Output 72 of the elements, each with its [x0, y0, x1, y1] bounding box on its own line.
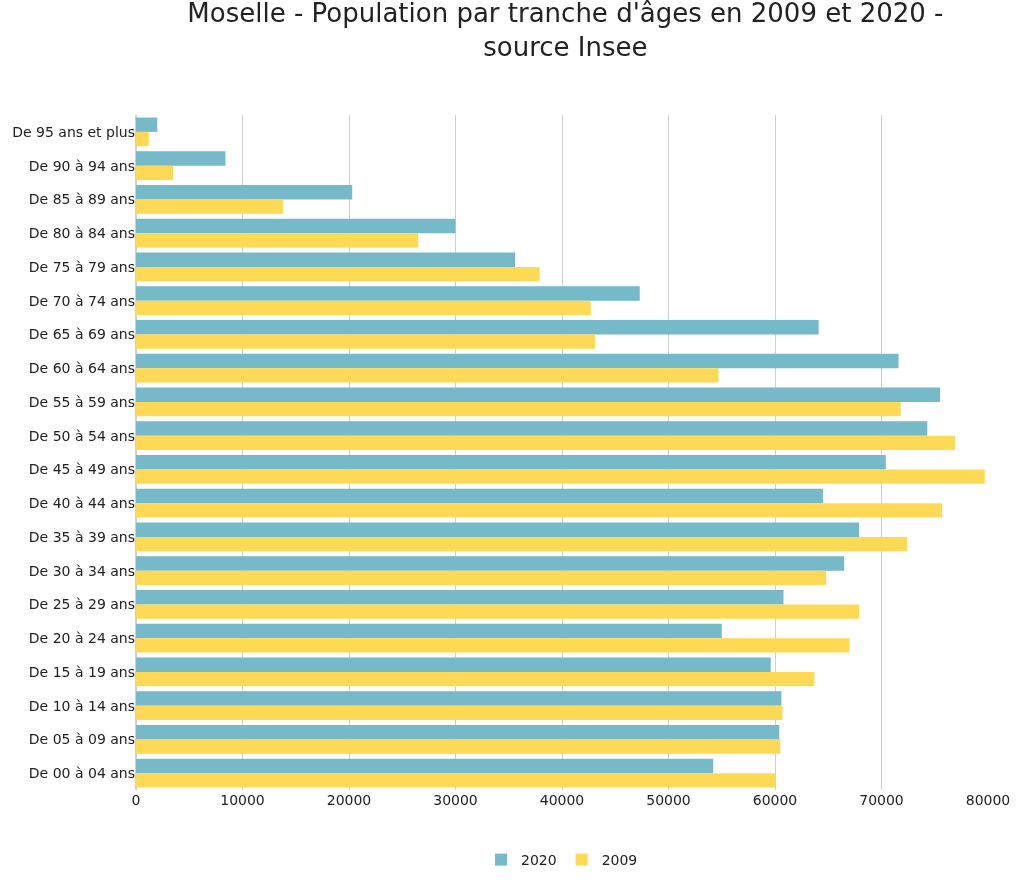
bar [136, 353, 899, 369]
bar [136, 334, 596, 349]
bar [136, 421, 928, 436]
y-tick-label: De 70 à 74 ans [28, 292, 135, 309]
bar [136, 300, 591, 315]
bar [136, 218, 456, 234]
legend-label: 2009 [601, 852, 638, 869]
bar [136, 455, 886, 470]
legend-label: 2020 [521, 852, 557, 869]
x-tick-label: 60000 [752, 792, 798, 808]
bar [136, 671, 815, 687]
bar [136, 725, 780, 740]
bar [136, 773, 775, 788]
y-tick-label: De 25 à 29 ans [28, 596, 135, 613]
y-tick-label: De 75 à 79 ans [28, 258, 135, 275]
bar [136, 705, 783, 720]
bar [136, 320, 819, 335]
bar [136, 691, 782, 706]
y-tick-label: De 65 à 69 ans [28, 326, 135, 343]
x-tick-label: 80000 [965, 792, 1011, 808]
bar [136, 758, 714, 774]
bar [136, 185, 353, 200]
y-tick-label: De 10 à 14 ans [28, 697, 135, 714]
bar [136, 387, 941, 402]
x-tick-label: 40000 [539, 792, 585, 808]
bar [136, 401, 901, 417]
x-tick-label: 50000 [646, 792, 691, 808]
bar [136, 199, 283, 214]
y-tick-label: De 20 à 24 ans [28, 630, 135, 647]
bar [136, 117, 158, 132]
bar [136, 503, 943, 518]
bar [136, 131, 149, 147]
bar [136, 286, 640, 301]
bar [136, 522, 860, 537]
y-tick-label: De 50 à 54 ans [28, 427, 135, 444]
bar [136, 368, 719, 383]
bar [136, 590, 784, 605]
y-tick-label: De 90 à 94 ans [28, 157, 135, 174]
x-tick-label: 70000 [859, 792, 904, 808]
bar [136, 623, 722, 639]
y-tick-label: De 85 à 89 ans [28, 191, 135, 208]
bar [136, 151, 226, 166]
y-tick-label: De 15 à 19 ans [28, 663, 135, 680]
bar [136, 739, 781, 754]
y-tick-label: De 60 à 64 ans [28, 360, 135, 377]
y-tick-label: De 05 à 09 ans [28, 731, 135, 748]
y-tick-label: De 00 à 04 ans [28, 765, 135, 782]
x-tick-label: 10000 [220, 792, 265, 808]
y-tick-label: De 35 à 39 ans [28, 528, 135, 545]
bar [136, 657, 771, 672]
y-tick-label: De 95 ans et plus [12, 123, 135, 140]
y-tick-label: De 55 à 59 ans [28, 393, 135, 410]
bar [136, 266, 540, 282]
y-tick-label: De 80 à 84 ans [28, 225, 135, 242]
bar [136, 469, 985, 484]
x-tick-label: 30000 [433, 792, 478, 808]
y-tick-label: De 30 à 34 ans [28, 562, 135, 579]
bar [136, 233, 419, 248]
y-tick-label: De 45 à 49 ans [28, 461, 135, 478]
y-tick-label: De 40 à 44 ans [28, 495, 135, 512]
bar [136, 570, 827, 585]
bar [136, 556, 845, 571]
bar [136, 488, 823, 504]
chart-title: Moselle - Population par tranche d'âges en 2009 et 2020 - source Insee [187, 0, 944, 62]
bar [136, 536, 908, 552]
x-tick-label: 0 [131, 792, 141, 808]
bar [136, 252, 516, 267]
x-tick-label: 20000 [326, 792, 372, 808]
bar [136, 165, 174, 180]
bar [136, 638, 850, 653]
bar [136, 435, 955, 450]
bar [136, 604, 860, 619]
